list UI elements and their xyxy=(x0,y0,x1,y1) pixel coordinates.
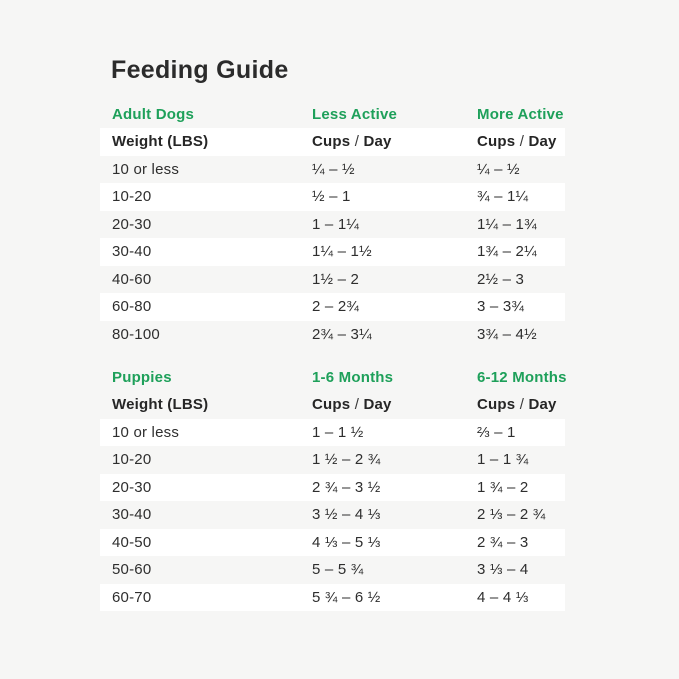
less-active-cell: 1 – 1¼ xyxy=(312,215,360,233)
weight-cell: 40-60 xyxy=(112,270,152,288)
more-active-cell: 3¾ – 4½ xyxy=(477,325,537,343)
weight-cell: 50-60 xyxy=(112,561,152,579)
adult-col-less-active-label: Less Active xyxy=(312,105,398,123)
weight-cell: 20-30 xyxy=(112,478,152,496)
adult-section-label: Adult Dogs xyxy=(112,105,194,123)
adult-cups-day-header-less: Cups / Day xyxy=(312,133,392,151)
more-active-cell: 3 – 3¾ xyxy=(477,298,525,316)
puppies-weight-header: Weight (LBS) xyxy=(112,396,209,414)
weight-cell: 30-40 xyxy=(112,506,152,524)
less-active-cell: 2¾ – 3¼ xyxy=(312,325,372,343)
months-6-12-cell: 4 – 4 ⅓ xyxy=(477,588,529,606)
puppies-col-6-12-months-label: 6-12 Months xyxy=(477,368,567,386)
weight-cell: 40-50 xyxy=(112,533,152,551)
table-row: 40-50 4 ⅓ – 5 ⅓ 2 ¾ – 3 xyxy=(100,528,565,556)
weight-cell: 10-20 xyxy=(112,451,152,469)
more-active-cell: 2½ – 3 xyxy=(477,270,525,288)
puppies-section-label: Puppies xyxy=(112,368,172,386)
weight-cell: 30-40 xyxy=(112,243,152,261)
months-6-12-cell: ⅔ – 1 xyxy=(477,423,516,441)
puppies-table-header-row: Weight (LBS) Cups / Day Cups / Day xyxy=(100,391,565,419)
months-6-12-cell: 1 ¾ – 2 xyxy=(477,478,529,496)
adult-feeding-table: Weight (LBS) Cups / Day Cups / Day 10 or… xyxy=(100,128,565,348)
months-1-6-cell: 5 – 5 ¾ xyxy=(312,561,364,579)
more-active-cell: 1¼ – 1¾ xyxy=(477,215,537,233)
slash-separator: / xyxy=(519,133,525,151)
puppies-section-header: Puppies 1-6 Months 6-12 Months xyxy=(100,363,567,391)
adult-cups-day-header-more: Cups / Day xyxy=(477,133,557,151)
puppies-cups-day-header-1-6: Cups / Day xyxy=(312,396,392,414)
less-active-cell: ¼ – ½ xyxy=(312,160,355,178)
weight-cell: 10-20 xyxy=(112,188,152,206)
less-active-cell: 1¼ – 1½ xyxy=(312,243,372,261)
months-6-12-cell: 1 – 1 ¾ xyxy=(477,451,529,469)
page-title: Feeding Guide xyxy=(111,56,289,84)
weight-cell: 60-80 xyxy=(112,298,152,316)
less-active-cell: 1½ – 2 xyxy=(312,270,360,288)
weight-cell: 80-100 xyxy=(112,325,160,343)
table-row: 10 or less ¼ – ½ ¼ – ½ xyxy=(100,156,565,184)
more-active-cell: ¾ – 1¼ xyxy=(477,188,529,206)
months-1-6-cell: 5 ¾ – 6 ½ xyxy=(312,588,381,606)
months-1-6-cell: 4 ⅓ – 5 ⅓ xyxy=(312,533,381,551)
slash-separator: / xyxy=(354,396,360,414)
months-6-12-cell: 2 ¾ – 3 xyxy=(477,533,529,551)
section-adult-dogs: Adult Dogs Less Active More Active Weigh… xyxy=(100,100,565,348)
months-1-6-cell: 3 ½ – 4 ⅓ xyxy=(312,506,381,524)
months-6-12-cell: 3 ⅓ – 4 xyxy=(477,561,529,579)
table-row: 50-60 5 – 5 ¾ 3 ⅓ – 4 xyxy=(100,556,565,584)
table-row: 60-80 2 – 2¾ 3 – 3¾ xyxy=(100,293,565,321)
weight-cell: 10 or less xyxy=(112,160,180,178)
less-active-cell: ½ – 1 xyxy=(312,188,351,206)
more-active-cell: 1¾ – 2¼ xyxy=(477,243,537,261)
table-row: 60-70 5 ¾ – 6 ½ 4 – 4 ⅓ xyxy=(100,583,565,611)
section-puppies: Puppies 1-6 Months 6-12 Months Weight (L… xyxy=(100,363,567,611)
adult-section-header: Adult Dogs Less Active More Active xyxy=(100,100,565,128)
table-row: 30-40 1¼ – 1½ 1¾ – 2¼ xyxy=(100,238,565,266)
puppies-feeding-table: Weight (LBS) Cups / Day Cups / Day 10 or… xyxy=(100,391,565,611)
months-1-6-cell: 1 ½ – 2 ¾ xyxy=(312,451,381,469)
puppies-cups-day-header-6-12: Cups / Day xyxy=(477,396,557,414)
weight-cell: 60-70 xyxy=(112,588,152,606)
adult-weight-header: Weight (LBS) xyxy=(112,133,209,151)
table-row: 20-30 2 ¾ – 3 ½ 1 ¾ – 2 xyxy=(100,473,565,501)
months-1-6-cell: 1 – 1 ½ xyxy=(312,423,364,441)
table-row: 10-20 ½ – 1 ¾ – 1¼ xyxy=(100,183,565,211)
months-1-6-cell: 2 ¾ – 3 ½ xyxy=(312,478,381,496)
adult-col-more-active-label: More Active xyxy=(477,105,564,123)
months-6-12-cell: 2 ⅓ – 2 ¾ xyxy=(477,506,546,524)
table-row: 10-20 1 ½ – 2 ¾ 1 – 1 ¾ xyxy=(100,446,565,474)
table-row: 20-30 1 – 1¼ 1¼ – 1¾ xyxy=(100,211,565,239)
slash-separator: / xyxy=(519,396,525,414)
more-active-cell: ¼ – ½ xyxy=(477,160,520,178)
weight-cell: 10 or less xyxy=(112,423,180,441)
adult-table-header-row: Weight (LBS) Cups / Day Cups / Day xyxy=(100,128,565,156)
table-row: 40-60 1½ – 2 2½ – 3 xyxy=(100,266,565,294)
less-active-cell: 2 – 2¾ xyxy=(312,298,360,316)
slash-separator: / xyxy=(354,133,360,151)
table-row: 10 or less 1 – 1 ½ ⅔ – 1 xyxy=(100,418,565,446)
weight-cell: 20-30 xyxy=(112,215,152,233)
table-row: 80-100 2¾ – 3¼ 3¾ – 4½ xyxy=(100,321,565,349)
puppies-col-1-6-months-label: 1-6 Months xyxy=(312,368,394,386)
table-row: 30-40 3 ½ – 4 ⅓ 2 ⅓ – 2 ¾ xyxy=(100,501,565,529)
